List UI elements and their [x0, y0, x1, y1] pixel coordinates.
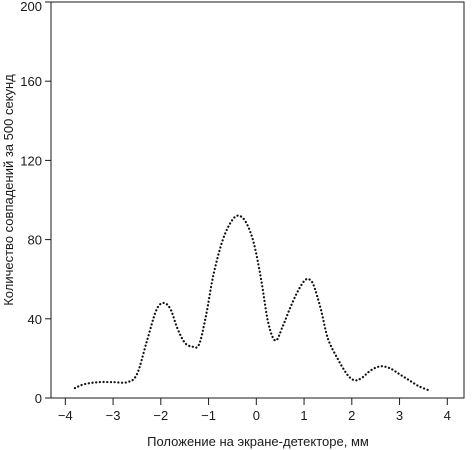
x-tick-label: −1	[201, 408, 216, 423]
plot-frame	[50, 1, 465, 399]
y-axis-title: Количество совпадений за 500 секунд	[1, 74, 16, 306]
y-tick-label: 80	[28, 233, 42, 248]
x-axis-title: Положение на экране-детекторе, мм	[147, 434, 369, 449]
y-tick-label: 120	[20, 153, 42, 168]
y-tick-label: 40	[28, 312, 42, 327]
x-tick-label: −3	[106, 408, 121, 423]
x-tick-label: 1	[300, 408, 307, 423]
coincidence-curve	[73, 214, 430, 392]
x-tick-label: 4	[444, 408, 451, 423]
x-tick-label: −4	[58, 408, 73, 423]
y-tick-label: 0	[35, 391, 42, 406]
x-tick-label: 2	[348, 408, 355, 423]
y-tick-label: 160	[20, 74, 42, 89]
x-tick-label: 3	[396, 408, 403, 423]
x-tick-label: −2	[153, 408, 168, 423]
x-tick-label: 0	[253, 408, 260, 423]
y-tick-label: 200	[20, 0, 42, 14]
